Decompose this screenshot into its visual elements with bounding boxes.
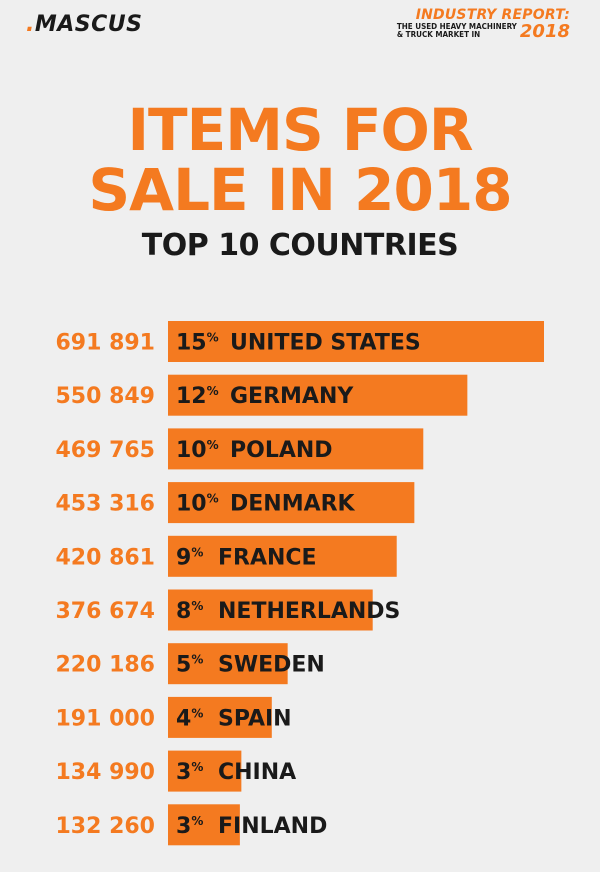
chart-title: ITEMS FOR SALE IN 2018 bbox=[88, 96, 512, 224]
country-label: GERMANY bbox=[230, 384, 354, 409]
bar bbox=[168, 696, 272, 738]
country-label: SPAIN bbox=[218, 706, 292, 731]
bar bbox=[168, 321, 544, 362]
mascus-logo: .MASCUS bbox=[26, 12, 143, 37]
value-label: 134 990 bbox=[55, 760, 155, 785]
value-label: 453 316 bbox=[55, 492, 155, 517]
value-label: 691 891 bbox=[55, 331, 155, 356]
bar-row: 550 849 12% GERMANY bbox=[55, 374, 468, 416]
bar-row: 132 260 3% FINLAND bbox=[55, 804, 327, 846]
percent-label: 4% bbox=[176, 706, 203, 731]
bar bbox=[168, 535, 397, 577]
bar-row: 220 186 5% SWEDEN bbox=[55, 643, 325, 685]
report-subtitle: THE USED HEAVY MACHINERY & TRUCK MARKET … bbox=[396, 22, 517, 40]
country-label: POLAND bbox=[230, 438, 333, 463]
percent-label: 15% bbox=[176, 331, 219, 356]
percent-label: 12% bbox=[176, 384, 219, 409]
country-label: SWEDEN bbox=[218, 653, 325, 678]
bar bbox=[168, 643, 288, 685]
report-year: 2018 bbox=[519, 20, 570, 42]
bar bbox=[168, 428, 424, 470]
bar-row: 376 674 8% NETHERLANDS bbox=[55, 589, 400, 631]
bar bbox=[168, 804, 240, 846]
report-badge: INDUSTRY REPORT: THE USED HEAVY MACHINER… bbox=[397, 8, 570, 40]
country-label: UNITED STATES bbox=[230, 331, 421, 356]
report-title: INDUSTRY REPORT: bbox=[415, 7, 570, 23]
value-label: 376 674 bbox=[55, 599, 155, 624]
value-label: 220 186 bbox=[55, 653, 155, 678]
bar bbox=[168, 482, 415, 524]
report-line-3: & TRUCK MARKET IN bbox=[396, 30, 481, 40]
country-label: NETHERLANDS bbox=[218, 599, 400, 624]
bar-row: 453 316 10% DENMARK bbox=[55, 482, 415, 524]
value-label: 469 765 bbox=[55, 438, 155, 463]
logo-text: MASCUS bbox=[34, 12, 143, 37]
bar-row: 134 990 3% CHINA bbox=[55, 750, 296, 792]
bar bbox=[168, 750, 242, 792]
value-label: 550 849 bbox=[55, 384, 155, 409]
chart-subtitle: TOP 10 COUNTRIES bbox=[141, 228, 459, 263]
country-label: DENMARK bbox=[230, 492, 356, 517]
bar bbox=[168, 374, 468, 416]
report-line-2: THE USED HEAVY MACHINERY bbox=[396, 22, 517, 31]
bar-row: 469 765 10% POLAND bbox=[55, 428, 424, 470]
value-label: 132 260 bbox=[55, 814, 155, 839]
value-label: 420 861 bbox=[55, 545, 155, 570]
bar-row: 191 000 4% SPAIN bbox=[55, 696, 292, 738]
value-label: 191 000 bbox=[55, 706, 155, 731]
country-label: FINLAND bbox=[218, 814, 327, 839]
country-label: CHINA bbox=[218, 760, 296, 785]
country-label: FRANCE bbox=[218, 545, 317, 570]
bar-row: 420 861 9% FRANCE bbox=[55, 535, 397, 577]
bar bbox=[168, 589, 373, 631]
bar-row: 691 891 15% UNITED STATES bbox=[55, 321, 544, 362]
